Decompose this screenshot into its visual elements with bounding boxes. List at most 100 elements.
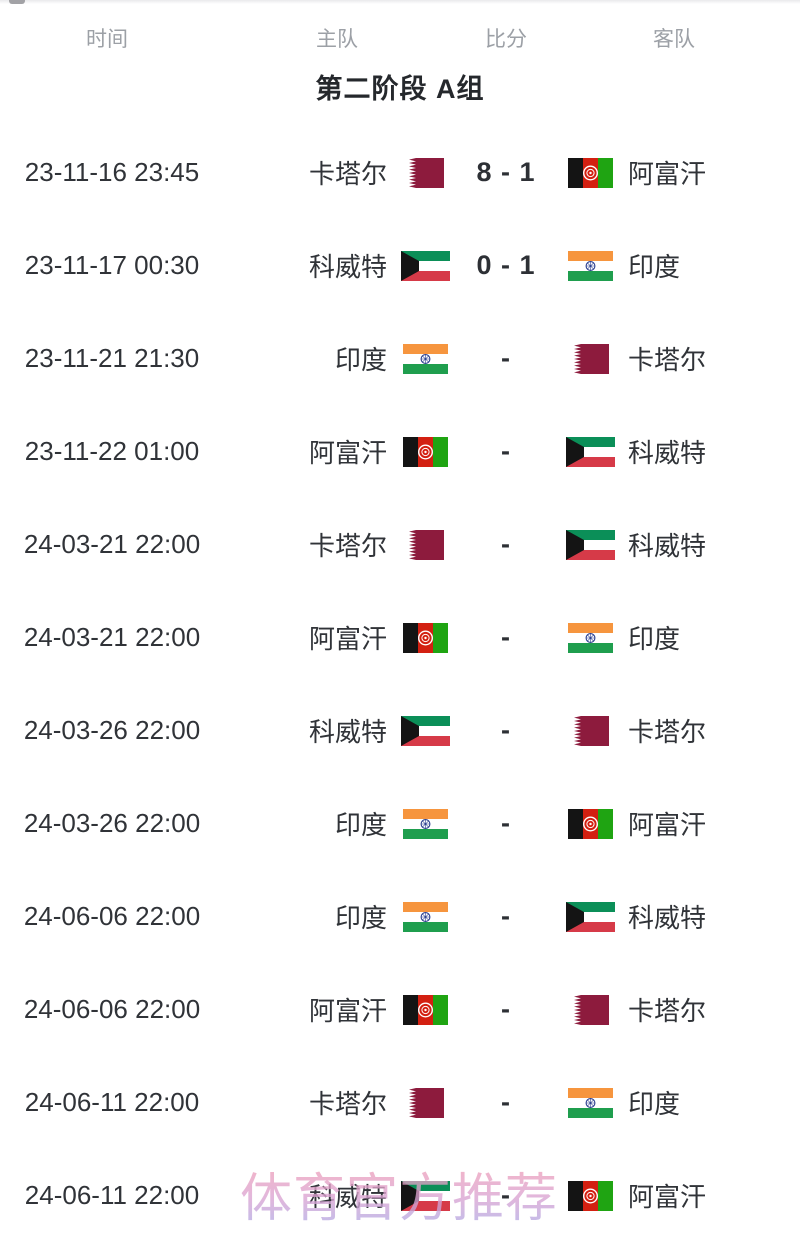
home-team-cell: 卡塔尔 (224, 154, 450, 191)
match-row[interactable]: 23-11-17 00:30 科威特 0 - 1 印度 (0, 219, 800, 312)
match-row[interactable]: 23-11-16 23:45 卡塔尔 8 - 1 阿富汗 (0, 126, 800, 219)
match-time: 23-11-17 00:30 (24, 250, 200, 280)
home-team-cell: 卡塔尔 (224, 526, 450, 563)
match-row[interactable]: 23-11-21 21:30 印度 - 卡塔尔 (0, 312, 800, 405)
away-team-cell: 科威特 (562, 898, 800, 935)
home-team-name: 印度 (334, 903, 387, 933)
away-team-name: 阿富汗 (628, 159, 707, 189)
home-team-cell: 阿富汗 (224, 991, 450, 1028)
match-time: 24-03-21 22:00 (23, 529, 201, 559)
top-edge-artifact (9, 0, 25, 4)
flag-afghanistan-icon (400, 622, 450, 653)
home-team-name: 印度 (334, 345, 387, 375)
home-team-name: 阿富汗 (308, 438, 387, 468)
flag-india-icon (565, 250, 615, 281)
flag-qatar-icon (565, 994, 615, 1025)
home-team-cell: 印度 (224, 805, 450, 842)
home-team-cell: 科威特 (224, 247, 450, 284)
match-score: - (501, 436, 511, 466)
flag-afghanistan-icon (565, 1180, 615, 1211)
home-team-cell: 科威特 (224, 712, 450, 749)
home-team-cell: 科威特 (224, 1177, 450, 1214)
match-score: - (501, 529, 511, 559)
flag-qatar-icon (400, 1087, 450, 1118)
match-row[interactable]: 24-03-21 22:00 阿富汗 - 印度 (0, 591, 800, 684)
away-team-name: 阿富汗 (628, 810, 707, 840)
away-team-cell: 科威特 (562, 433, 800, 470)
away-team-cell: 印度 (562, 1084, 800, 1121)
match-time: 24-06-11 22:00 (24, 1180, 200, 1210)
match-time: 23-11-16 23:45 (24, 157, 200, 187)
away-team-cell: 卡塔尔 (562, 991, 800, 1028)
home-team-name: 科威特 (308, 252, 387, 282)
home-team-cell: 印度 (224, 340, 450, 377)
away-team-cell: 卡塔尔 (562, 340, 800, 377)
column-header-home: 主队 (316, 28, 358, 51)
match-row[interactable]: 23-11-22 01:00 阿富汗 - 科威特 (0, 405, 800, 498)
flag-qatar-icon (400, 529, 450, 560)
away-team-name: 科威特 (628, 438, 707, 468)
home-team-name: 卡塔尔 (308, 159, 387, 189)
away-team-cell: 卡塔尔 (562, 712, 800, 749)
away-team-cell: 科威特 (562, 526, 800, 563)
away-team-cell: 阿富汗 (562, 1177, 800, 1214)
match-row[interactable]: 24-03-21 22:00 卡塔尔 - 科威特 (0, 498, 800, 591)
top-edge-fade (0, 0, 800, 4)
away-team-cell: 阿富汗 (562, 805, 800, 842)
home-team-cell: 阿富汗 (224, 619, 450, 656)
match-score: - (501, 715, 511, 745)
match-row[interactable]: 24-03-26 22:00 印度 - 阿富汗 (0, 777, 800, 870)
home-team-name: 卡塔尔 (308, 1089, 387, 1119)
away-team-cell: 阿富汗 (562, 154, 800, 191)
column-header-time: 时间 (86, 28, 128, 51)
match-row[interactable]: 24-06-06 22:00 印度 - 科威特 (0, 870, 800, 963)
match-score: 0 - 1 (476, 250, 536, 280)
away-team-name: 科威特 (628, 903, 707, 933)
match-score: - (501, 994, 511, 1024)
flag-qatar-icon (565, 715, 615, 746)
home-team-cell: 卡塔尔 (224, 1084, 450, 1121)
match-score: - (501, 901, 511, 931)
flag-kuwait-icon (565, 529, 615, 560)
match-time: 23-11-21 21:30 (24, 343, 200, 373)
away-team-cell: 印度 (562, 247, 800, 284)
away-team-name: 印度 (628, 624, 681, 654)
match-score: - (501, 622, 511, 652)
match-row[interactable]: 24-06-11 22:00 科威特 - 阿富汗 (0, 1149, 800, 1242)
away-team-name: 阿富汗 (628, 1182, 707, 1212)
home-team-cell: 印度 (224, 898, 450, 935)
match-score: 8 - 1 (476, 157, 536, 187)
match-score: - (501, 343, 511, 373)
flag-afghanistan-icon (565, 157, 615, 188)
match-row[interactable]: 24-06-11 22:00 卡塔尔 - 印度 (0, 1056, 800, 1149)
away-team-name: 印度 (628, 1089, 681, 1119)
home-team-name: 阿富汗 (308, 996, 387, 1026)
flag-india-icon (400, 808, 450, 839)
flag-afghanistan-icon (400, 436, 450, 467)
match-score: - (501, 808, 511, 838)
flag-qatar-icon (400, 157, 450, 188)
flag-kuwait-icon (565, 436, 615, 467)
match-row[interactable]: 24-06-06 22:00 阿富汗 - 卡塔尔 (0, 963, 800, 1056)
match-row[interactable]: 24-03-26 22:00 科威特 - 卡塔尔 (0, 684, 800, 777)
table-header: 时间 主队 比分 客队 (0, 0, 800, 58)
group-title: 第二阶段 A组 (315, 74, 485, 104)
match-time: 24-06-06 22:00 (23, 994, 201, 1024)
home-team-name: 科威特 (308, 717, 387, 747)
away-team-name: 科威特 (628, 531, 707, 561)
match-score: - (501, 1087, 511, 1117)
flag-india-icon (400, 343, 450, 374)
flag-india-icon (565, 622, 615, 653)
home-team-name: 卡塔尔 (308, 531, 387, 561)
flag-kuwait-icon (400, 1180, 450, 1211)
flag-india-icon (400, 901, 450, 932)
flag-kuwait-icon (565, 901, 615, 932)
away-team-name: 卡塔尔 (628, 717, 707, 747)
match-time: 24-06-11 22:00 (24, 1087, 200, 1117)
match-time: 23-11-22 01:00 (24, 436, 200, 466)
match-time: 24-06-06 22:00 (23, 901, 201, 931)
flag-kuwait-icon (400, 250, 450, 281)
home-team-name: 阿富汗 (308, 624, 387, 654)
away-team-cell: 印度 (562, 619, 800, 656)
match-list: 23-11-16 23:45 卡塔尔 8 - 1 阿富汗 23-11-17 00… (0, 126, 800, 1242)
